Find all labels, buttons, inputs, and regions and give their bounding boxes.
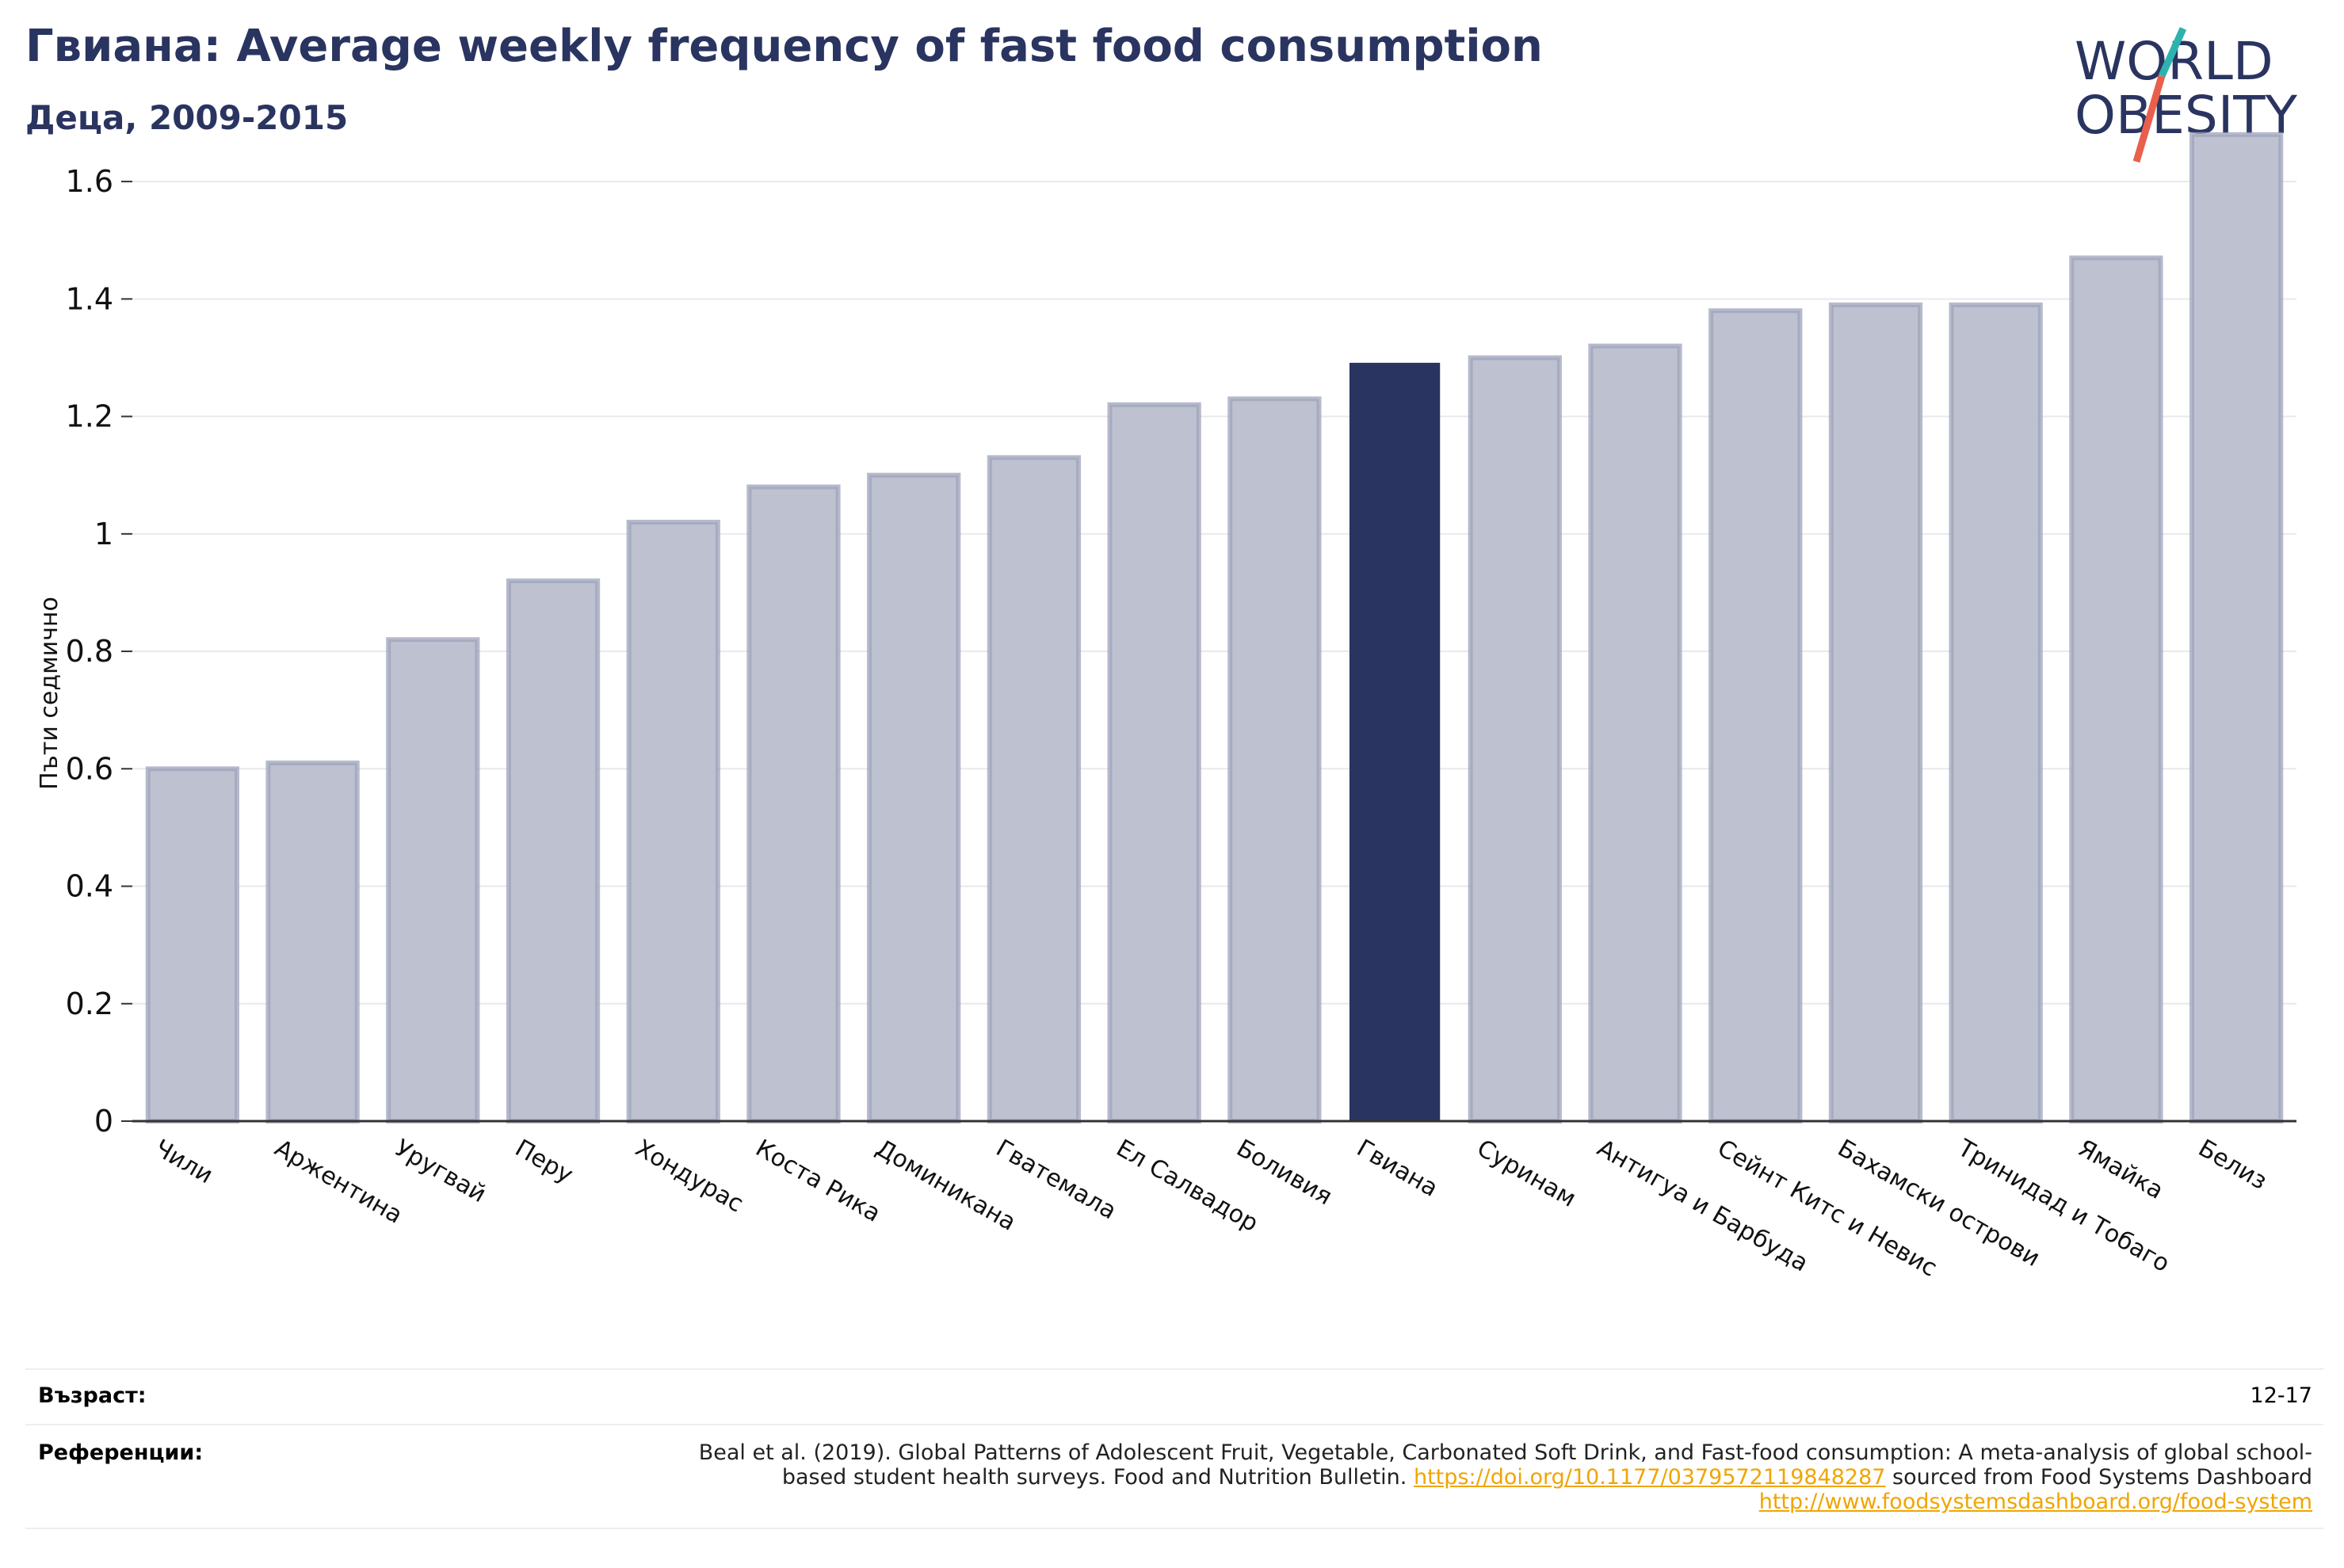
age-label: Възраст: bbox=[38, 1383, 147, 1408]
x-tick-label: Бахамски острови bbox=[1833, 1135, 2044, 1272]
bar bbox=[1949, 302, 2043, 1124]
x-tick-label: Хондурас bbox=[631, 1135, 748, 1219]
footer-divider-top bbox=[25, 1368, 2323, 1370]
x-tick-label: Аржентина bbox=[270, 1135, 407, 1230]
y-tick-label: 1 bbox=[94, 517, 113, 551]
y-tick-label: 1.6 bbox=[66, 164, 113, 199]
x-tick-label: Ямайка bbox=[2073, 1135, 2168, 1205]
bar bbox=[1227, 396, 1322, 1124]
axes bbox=[121, 181, 2296, 1123]
bar bbox=[1588, 343, 1682, 1124]
bar bbox=[867, 472, 961, 1124]
x-tick-label: Чили bbox=[150, 1135, 218, 1190]
y-tick-label: 0.4 bbox=[66, 869, 113, 904]
y-tick-label: 0.6 bbox=[66, 751, 113, 786]
references-label: Референции: bbox=[38, 1440, 204, 1465]
bar bbox=[2189, 132, 2284, 1124]
age-value: 12-17 bbox=[2250, 1383, 2312, 1408]
x-tick-label: Антигуа и Барбуда bbox=[1593, 1135, 1813, 1278]
bar bbox=[1468, 355, 1562, 1124]
bar-highlighted bbox=[1349, 362, 1441, 1123]
logo-slash-top bbox=[2158, 27, 2187, 78]
reference-source: sourced from Food Systems Dashboard bbox=[1885, 1465, 2312, 1490]
bar bbox=[1708, 308, 1803, 1124]
logo-slash-bottom bbox=[2132, 74, 2166, 163]
bar bbox=[1107, 402, 1201, 1124]
grid-lines bbox=[132, 181, 2296, 1005]
footer-divider-bottom bbox=[25, 1528, 2323, 1529]
x-tick-label: Боливия bbox=[1231, 1135, 1337, 1211]
x-tick-label: Коста Рика bbox=[750, 1135, 885, 1228]
bar bbox=[2069, 255, 2163, 1124]
reference-citation: Beal et al. (2019). Global Patterns of A… bbox=[698, 1440, 2312, 1490]
x-tick-label: Тринидад и Тобаго bbox=[1953, 1134, 2174, 1278]
references-text: Beal et al. (2019). Global Patterns of A… bbox=[680, 1440, 2312, 1514]
y-tick-label: 0 bbox=[94, 1104, 113, 1139]
bars bbox=[145, 132, 2284, 1124]
y-tick-label: 0.2 bbox=[66, 986, 113, 1021]
bar bbox=[746, 484, 841, 1124]
y-tick-label: 1.4 bbox=[66, 281, 113, 316]
x-tick-label: Гвиана bbox=[1352, 1135, 1442, 1203]
x-tick-label: Перу bbox=[510, 1135, 578, 1189]
bar bbox=[987, 455, 1082, 1124]
food-systems-dashboard-link[interactable]: http://www.foodsystemsdashboard.org/food… bbox=[1758, 1490, 2312, 1514]
x-tick-label: Суринам bbox=[1472, 1135, 1581, 1213]
bar bbox=[1828, 302, 1923, 1124]
y-tick-label: 1.2 bbox=[66, 399, 113, 434]
bar-chart: 0 0.2 0.4 0.6 0.8 1 1.2 1.4 1.6 Чили АржентинаУруг… bbox=[36, 132, 2296, 1283]
bar bbox=[386, 637, 480, 1124]
bar bbox=[506, 578, 601, 1124]
chart-subtitle: Деца, 2009-2015 bbox=[25, 98, 349, 137]
doi-link[interactable]: https://doi.org/10.1177/0379572119848287 bbox=[1413, 1465, 1886, 1490]
bar bbox=[145, 766, 239, 1124]
x-tick-label: Белиз bbox=[2193, 1135, 2272, 1196]
bar bbox=[626, 520, 720, 1124]
bar bbox=[265, 760, 360, 1124]
y-axis-label: Пъти седмично bbox=[36, 597, 63, 790]
footer-divider-middle bbox=[25, 1424, 2323, 1425]
chart-title: Гвиана: Average weekly frequency of fast… bbox=[25, 21, 1543, 72]
y-tick-label: 0.8 bbox=[66, 634, 113, 669]
x-tick-label: Уругвай bbox=[390, 1135, 491, 1209]
x-tick-label: Сейнт Китс и Невис bbox=[1712, 1135, 1941, 1283]
